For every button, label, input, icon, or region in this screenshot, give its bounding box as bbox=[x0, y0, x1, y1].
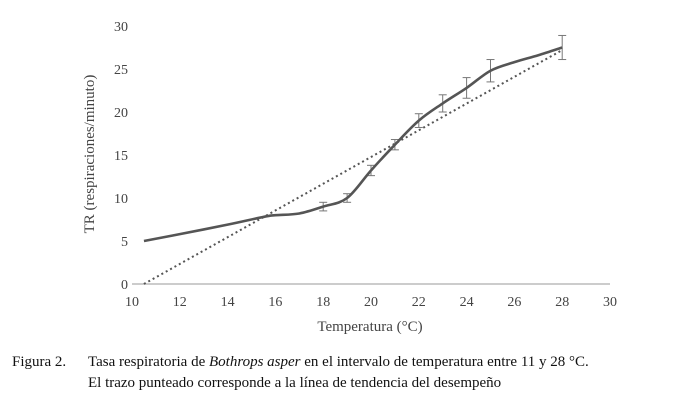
x-tick-label: 20 bbox=[364, 295, 378, 310]
y-tick-label: 5 bbox=[121, 235, 128, 250]
x-tick-label: 28 bbox=[555, 295, 569, 310]
tick-labels: 10 12 14 16 18 20 22 24 26 28 30 0 5 10 15 20 25 30 bbox=[114, 20, 617, 310]
y-tick-label: 30 bbox=[114, 20, 128, 35]
y-axis-title: TR (respiraciones/minuto) bbox=[82, 75, 98, 234]
x-axis-title: Temperatura (°C) bbox=[317, 319, 422, 335]
y-tick-label: 15 bbox=[114, 149, 128, 164]
caption-species-name: Bothrops asper bbox=[208, 354, 301, 370]
x-tick-label: 30 bbox=[603, 295, 617, 310]
x-tick-label: 26 bbox=[507, 295, 521, 310]
trend-line-series bbox=[143, 49, 563, 285]
x-tick-label: 18 bbox=[316, 295, 330, 310]
x-tick-label: 16 bbox=[268, 295, 282, 310]
error-bars bbox=[319, 34, 567, 212]
x-tick-label: 12 bbox=[173, 295, 187, 310]
x-tick-label: 10 bbox=[125, 295, 139, 310]
y-tick-label: 0 bbox=[121, 278, 128, 293]
figure-caption: Figura 2. Tasa respiratoria de Bothrops … bbox=[12, 352, 676, 394]
respiratory-rate-chart: 10 12 14 16 18 20 22 24 26 28 30 0 5 10 15 20 25 30 Tempe… bbox=[82, 20, 617, 335]
x-tick-label: 22 bbox=[412, 295, 426, 310]
y-tick-label: 20 bbox=[114, 106, 128, 121]
x-tick-label: 14 bbox=[221, 295, 235, 310]
y-tick-label: 10 bbox=[114, 192, 128, 207]
caption-line1-start: Tasa respiratoria de bbox=[88, 354, 209, 370]
trend-line bbox=[143, 49, 563, 285]
figure-label: Figura 2. bbox=[12, 354, 67, 370]
data-line-series bbox=[143, 46, 563, 243]
x-tick-label: 24 bbox=[460, 295, 474, 310]
data-line bbox=[143, 46, 563, 243]
caption-line1-end: en el intervalo de temperatura entre 11 … bbox=[300, 354, 589, 370]
caption-line2: El trazo punteado corresponde a la línea… bbox=[88, 375, 502, 391]
y-tick-label: 25 bbox=[114, 63, 128, 78]
